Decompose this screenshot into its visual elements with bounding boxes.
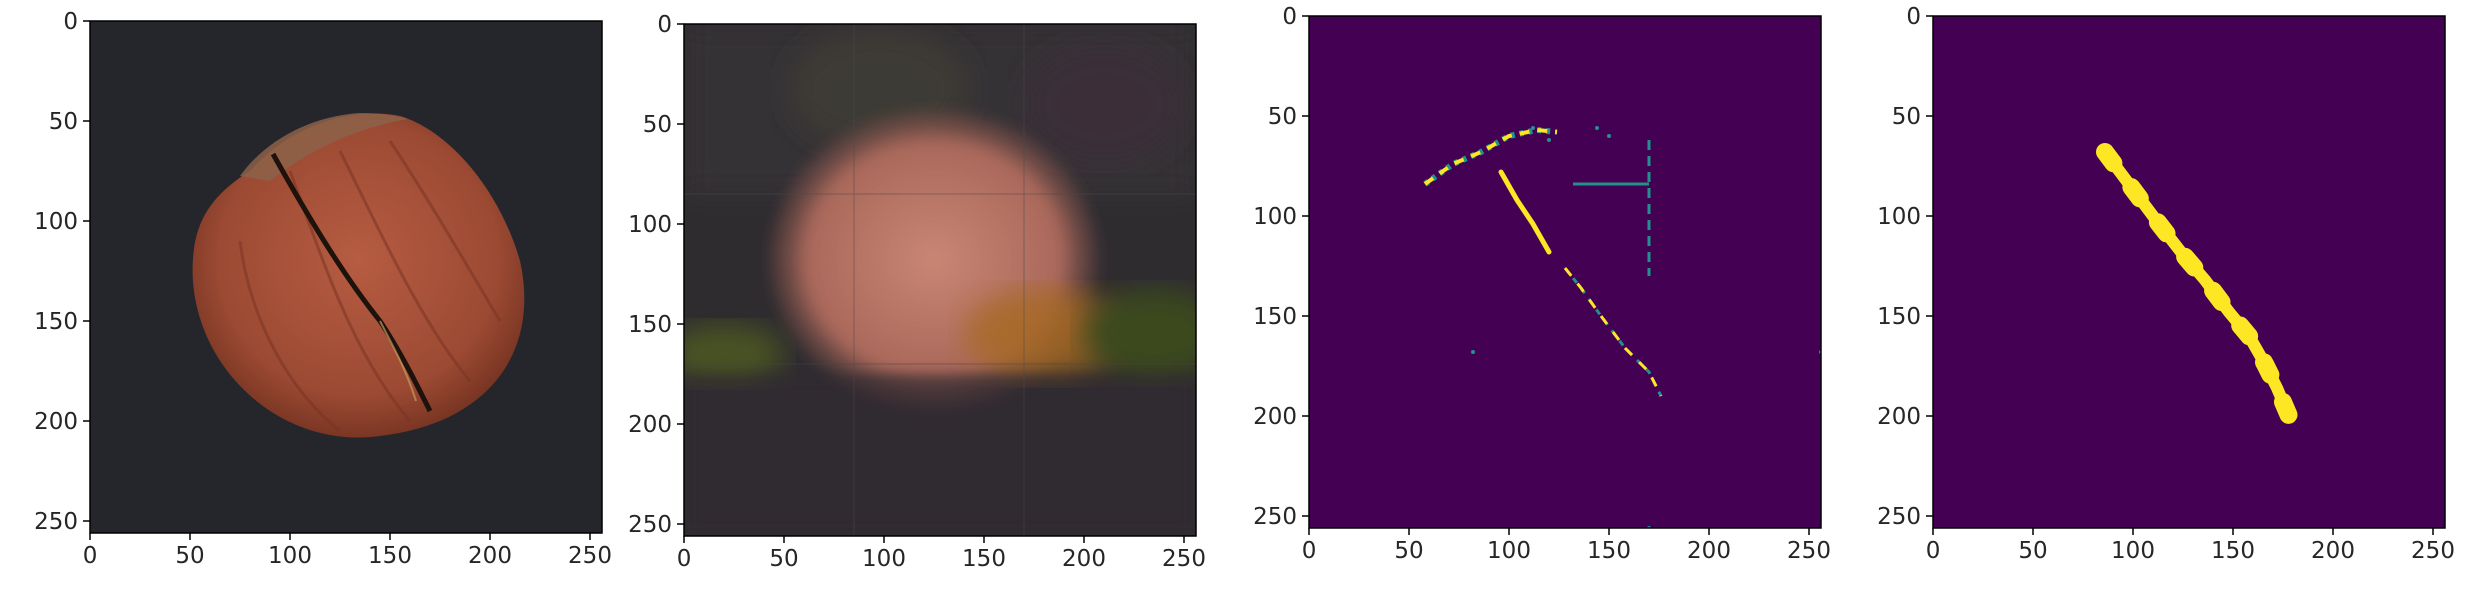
image-area: [90, 21, 602, 533]
y-tick-label: 50: [1268, 104, 1297, 130]
x-tick-label: 0: [677, 546, 692, 572]
x-tick-label: 100: [862, 546, 906, 572]
y-tick-label: 0: [1282, 4, 1297, 30]
y-tick-label: 250: [1877, 504, 1921, 530]
x-axis-ticks: 0 50 100 150 200 250: [677, 536, 1206, 572]
y-tick-label: 100: [1253, 204, 1297, 230]
y-axis-ticks: 0 50 100 150 200 250: [34, 9, 90, 535]
y-tick-label: 250: [34, 509, 78, 535]
y-tick-label: 50: [643, 112, 672, 138]
y-tick-label: 50: [49, 109, 78, 135]
y-tick-label: 100: [628, 212, 672, 238]
y-tick-label: 150: [628, 312, 672, 338]
x-tick-label: 50: [1394, 538, 1423, 564]
noise-speck: [1471, 350, 1475, 354]
y-tick-label: 150: [1877, 304, 1921, 330]
y-tick-label: 250: [1253, 504, 1297, 530]
y-tick-label: 200: [1253, 404, 1297, 430]
y-tick-label: 0: [63, 9, 78, 35]
x-tick-label: 250: [1787, 538, 1831, 564]
y-axis-ticks: 0 50 100 150 200 250: [1253, 4, 1309, 530]
y-tick-label: 0: [1906, 4, 1921, 30]
x-tick-label: 100: [2111, 538, 2155, 564]
x-tick-label: 100: [268, 543, 312, 569]
panel-reconstruction: 0 50 100 150 200 250 0 50 100 150 200 250: [628, 12, 1224, 572]
x-axis-ticks: 0 50 100 150 200 250: [1302, 528, 1831, 564]
noise-speck: [1547, 138, 1551, 142]
x-tick-label: 50: [2018, 538, 2047, 564]
x-tick-label: 0: [1302, 538, 1317, 564]
x-tick-label: 250: [568, 543, 612, 569]
x-tick-label: 200: [1687, 538, 1731, 564]
image-area: [1309, 16, 1823, 530]
y-tick-label: 200: [34, 409, 78, 435]
y-tick-label: 200: [628, 412, 672, 438]
panel-original: 0 50 100 150 200 250 0 50 100 150 200 250: [34, 9, 612, 569]
x-tick-label: 150: [2211, 538, 2255, 564]
panel-anomaly-map: 0 50 100 150 200 250 0 50 100 150 200 250: [1253, 4, 1831, 564]
x-tick-label: 0: [83, 543, 98, 569]
y-axis-ticks: 0 50 100 150 200 250: [628, 12, 684, 538]
image-area: [1933, 16, 2445, 528]
heatmap-background: [1309, 16, 1821, 528]
x-tick-label: 250: [1162, 546, 1206, 572]
y-tick-label: 250: [628, 512, 672, 538]
x-tick-label: 200: [1062, 546, 1106, 572]
panel-mask: 0 50 100 150 200 250 0 50 100 150 200 250: [1877, 4, 2455, 564]
image-area: [664, 24, 1224, 536]
y-tick-label: 100: [1877, 204, 1921, 230]
x-tick-label: 0: [1926, 538, 1941, 564]
x-axis-ticks: 0 50 100 150 200 250: [1926, 528, 2455, 564]
noise-speck: [1595, 126, 1599, 130]
x-tick-label: 200: [468, 543, 512, 569]
noise-speck: [1531, 126, 1535, 130]
y-tick-label: 150: [1253, 304, 1297, 330]
x-tick-label: 150: [962, 546, 1006, 572]
y-tick-label: 150: [34, 309, 78, 335]
y-tick-label: 50: [1892, 104, 1921, 130]
y-tick-label: 200: [1877, 404, 1921, 430]
x-tick-label: 150: [1587, 538, 1631, 564]
x-tick-label: 150: [368, 543, 412, 569]
x-tick-label: 250: [2411, 538, 2455, 564]
y-tick-label: 0: [657, 12, 672, 38]
y-axis-ticks: 0 50 100 150 200 250: [1877, 4, 1933, 530]
x-tick-label: 50: [175, 543, 204, 569]
x-tick-label: 100: [1487, 538, 1531, 564]
noise-speck: [1607, 134, 1611, 138]
y-tick-label: 100: [34, 209, 78, 235]
x-tick-label: 200: [2311, 538, 2355, 564]
x-tick-label: 50: [769, 546, 798, 572]
x-axis-ticks: 0 50 100 150 200 250: [83, 533, 612, 569]
